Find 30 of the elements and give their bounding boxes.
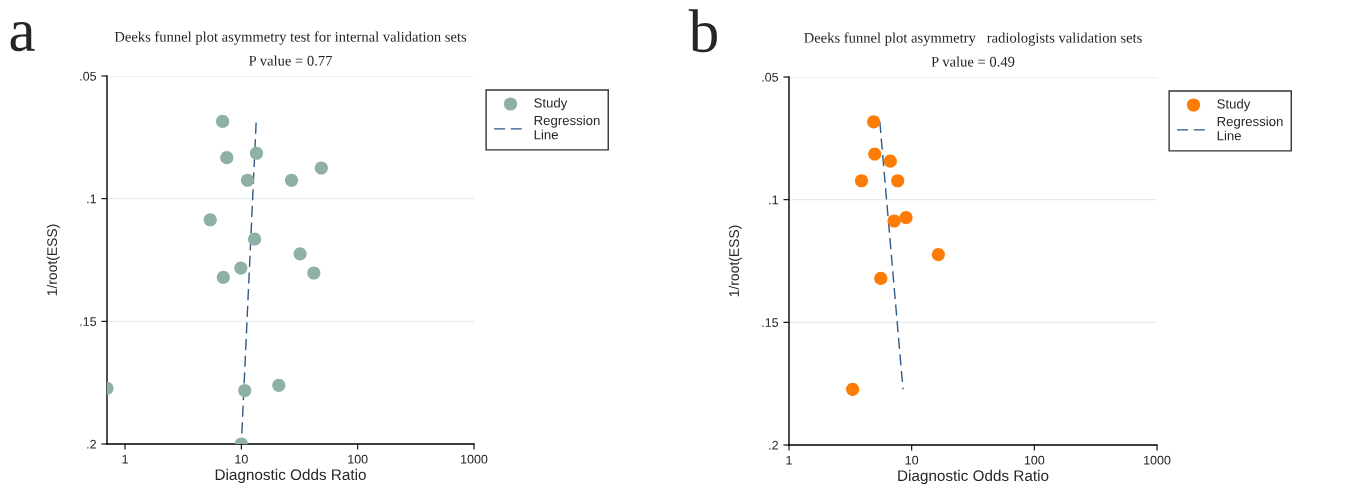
y-tick-label: .2 [769, 440, 778, 450]
x-tick-label: 10 [905, 455, 919, 465]
chart-subtitle: P value = 0.49 [931, 56, 1015, 67]
x-tick-label: 100 [1024, 455, 1045, 465]
chart-subtitle: P value = 0.77 [249, 55, 332, 66]
legend-label: Study [534, 97, 568, 111]
x-axis-title: Diagnostic Odds Ratio [215, 468, 366, 484]
y-tick-label: .1 [769, 195, 778, 205]
y-tick-label: .05 [80, 71, 97, 81]
text: b [688, 9, 717, 53]
y-axis-title: 1/root(ESS) [728, 225, 742, 297]
y-tick-label: .15 [80, 317, 97, 326]
y-tick-label: .2 [87, 439, 96, 449]
x-axis-title: Diagnostic Odds Ratio [898, 469, 1049, 485]
x-tick-label: 1000 [1144, 455, 1171, 465]
x-tick-label: 10 [235, 454, 248, 464]
y-tick-label: .1 [87, 194, 96, 204]
x-tick-label: 1000 [461, 454, 488, 464]
chart-title: Deeks funnel plot asymmetry radiologists validation sets [804, 32, 1142, 46]
legend-label: Regression Line [534, 115, 600, 140]
legend-label: Regression Line [1217, 116, 1283, 141]
y-tick-label: .05 [762, 72, 779, 82]
chart-title: Deeks funnel plot asymmetry test for internal validation sets [114, 31, 467, 45]
x-tick-label: 1 [786, 455, 792, 465]
y-axis-title: 1/root(ESS) [46, 224, 60, 296]
y-tick-label: .15 [762, 318, 779, 327]
legend-label: Study [1217, 98, 1251, 112]
x-tick-label: 1 [122, 454, 128, 464]
text: a [10, 22, 35, 52]
x-tick-label: 100 [348, 454, 368, 464]
